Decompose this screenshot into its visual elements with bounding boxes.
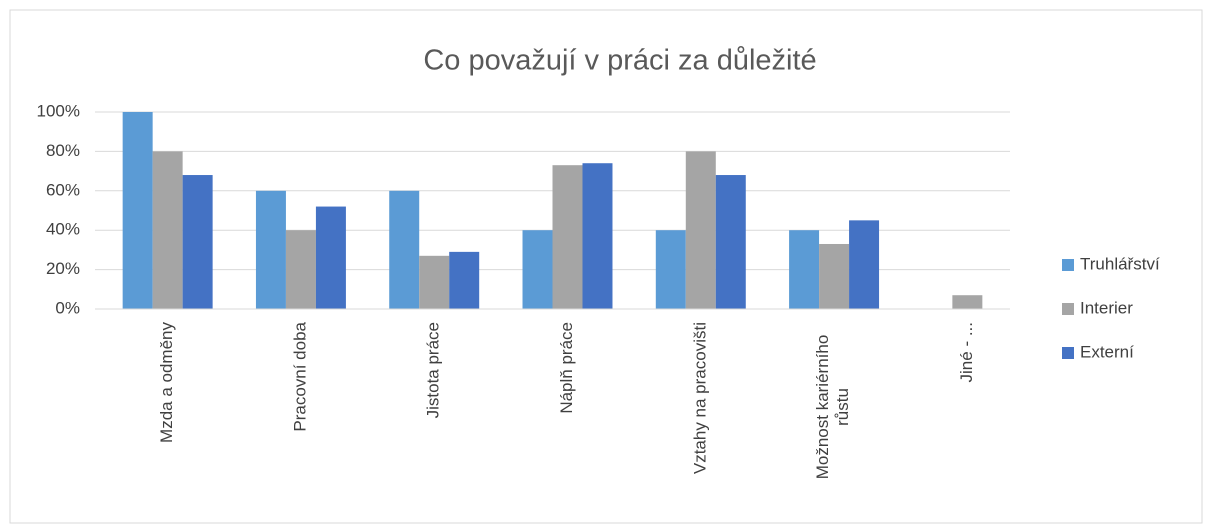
legend-swatch — [1062, 259, 1074, 271]
x-tick-label: Vztahy na pracovišti — [690, 322, 709, 474]
y-tick-label: 20% — [46, 259, 80, 278]
bar — [952, 295, 983, 309]
legend-swatch — [1062, 347, 1074, 359]
x-tick-label: Jiné - ... — [957, 322, 976, 382]
bar — [685, 151, 716, 309]
bar — [285, 230, 316, 309]
legend-label: Externí — [1080, 342, 1134, 361]
legend-swatch — [1062, 303, 1074, 315]
bar — [582, 163, 613, 309]
bar — [122, 112, 153, 309]
bar — [315, 206, 346, 309]
bar — [849, 220, 880, 309]
x-tick-label: Jistota práce — [424, 322, 443, 418]
y-tick-label: 80% — [46, 141, 80, 160]
bar — [552, 165, 583, 309]
bar — [419, 255, 450, 309]
x-tick-label: Možnost kariérníhorůstu — [814, 335, 853, 480]
bar — [449, 251, 480, 309]
bar — [789, 230, 820, 309]
bar — [152, 151, 183, 309]
legend-label: Truhlářství — [1080, 254, 1160, 273]
y-tick-label: 40% — [46, 220, 80, 239]
bar — [389, 190, 420, 309]
bar — [522, 230, 553, 309]
y-tick-label: 0% — [55, 298, 80, 317]
bar — [255, 190, 286, 309]
x-tick-label: Náplň práce — [557, 322, 576, 414]
y-tick-label: 100% — [37, 101, 80, 120]
bar — [819, 243, 850, 309]
x-tick-label: Mzda a odměny — [157, 322, 176, 443]
chart-title: Co považují v práci za důležité — [423, 45, 816, 77]
bar — [715, 175, 746, 309]
bar — [655, 230, 686, 309]
bar — [182, 175, 213, 309]
x-tick-label: Pracovní doba — [290, 321, 309, 431]
y-tick-label: 60% — [46, 180, 80, 199]
legend-label: Interier — [1080, 298, 1133, 317]
